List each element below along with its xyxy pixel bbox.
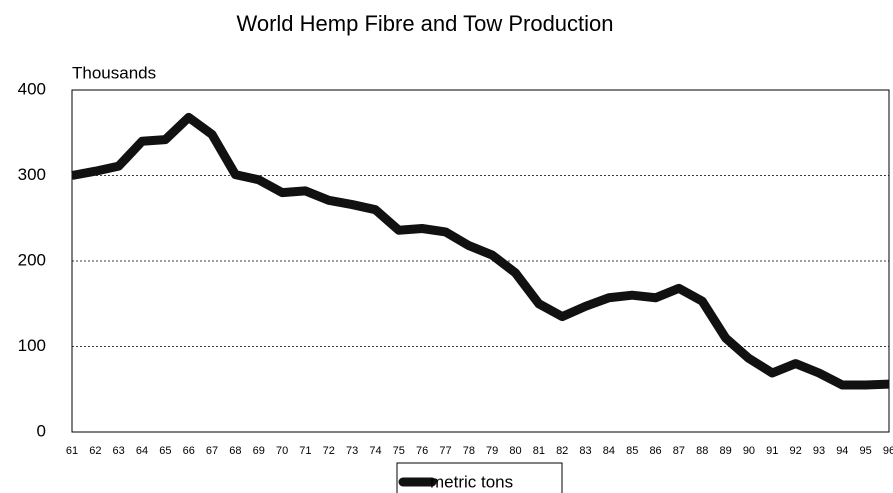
x-tick-label: 92 — [790, 445, 802, 457]
x-tick-label: 89 — [719, 445, 731, 457]
y-tick-label: 300 — [18, 165, 46, 184]
x-tick-label: 88 — [696, 445, 708, 457]
x-tick-label: 84 — [603, 445, 615, 457]
x-tick-label: 74 — [369, 445, 381, 457]
y-tick-label: 0 — [37, 421, 46, 440]
x-tick-label: 77 — [439, 445, 451, 457]
x-tick-label: 71 — [299, 445, 311, 457]
y-tick-label: 400 — [18, 79, 46, 98]
x-tick-label: 80 — [509, 445, 521, 457]
y-tick-label: 100 — [18, 336, 46, 355]
y-tick-label: 200 — [18, 250, 46, 269]
x-tick-label: 82 — [556, 445, 568, 457]
x-tick-label: 73 — [346, 445, 358, 457]
x-tick-label: 81 — [533, 445, 545, 457]
data-line — [71, 112, 890, 390]
legend-label: metric tons — [430, 472, 513, 491]
x-tick-label: 67 — [206, 445, 218, 457]
x-tick-label: 76 — [416, 445, 428, 457]
x-tick-label: 93 — [813, 445, 825, 457]
x-tick-label: 86 — [649, 445, 661, 457]
x-tick-label: 61 — [66, 445, 78, 457]
x-tick-label: 70 — [276, 445, 288, 457]
x-tick-label: 96 — [883, 445, 893, 457]
x-tick-label: 65 — [159, 445, 171, 457]
x-tick-label: 83 — [579, 445, 591, 457]
x-tick-label: 62 — [89, 445, 101, 457]
x-tick-label: 69 — [253, 445, 265, 457]
x-tick-label: 75 — [393, 445, 405, 457]
x-tick-label: 85 — [626, 445, 638, 457]
x-tick-label: 95 — [860, 445, 872, 457]
x-tick-label: 66 — [183, 445, 195, 457]
x-tick-label: 79 — [486, 445, 498, 457]
x-tick-label: 64 — [136, 445, 148, 457]
x-tick-label: 90 — [743, 445, 755, 457]
x-tick-label: 63 — [113, 445, 125, 457]
chart-title: World Hemp Fibre and Tow Production — [236, 11, 613, 36]
y-unit-label: Thousands — [72, 63, 156, 82]
x-tick-label: 68 — [229, 445, 241, 457]
x-tick-label: 72 — [323, 445, 335, 457]
x-tick-label: 91 — [766, 445, 778, 457]
x-tick-label: 87 — [673, 445, 685, 457]
x-tick-label: 78 — [463, 445, 475, 457]
x-tick-label: 94 — [836, 445, 848, 457]
